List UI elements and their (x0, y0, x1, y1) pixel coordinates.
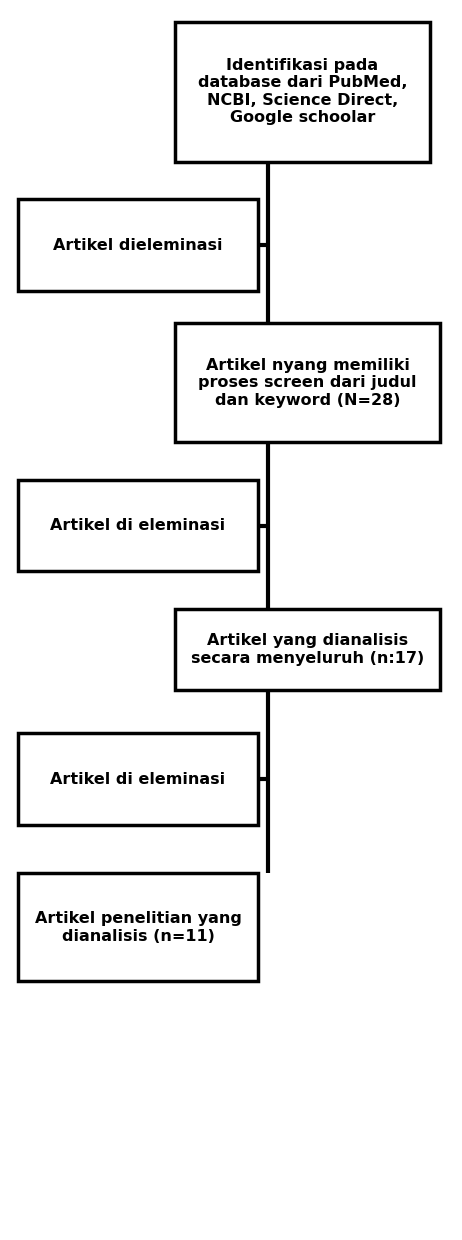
Text: Artikel nyang memiliki
proses screen dari judul
dan keyword (N=28): Artikel nyang memiliki proses screen dar… (198, 358, 417, 408)
Text: Artikel penelitian yang
dianalisis (n=11): Artikel penelitian yang dianalisis (n=11… (35, 911, 242, 944)
FancyBboxPatch shape (18, 200, 258, 291)
FancyBboxPatch shape (18, 480, 258, 572)
Text: Identifikasi pada
database dari PubMed,
NCBI, Science Direct,
Google schoolar: Identifikasi pada database dari PubMed, … (198, 58, 407, 125)
FancyBboxPatch shape (18, 733, 258, 825)
Text: Artikel yang dianalisis
secara menyeluruh (n:17): Artikel yang dianalisis secara menyeluru… (191, 634, 424, 666)
FancyBboxPatch shape (175, 21, 430, 161)
FancyBboxPatch shape (175, 609, 440, 691)
FancyBboxPatch shape (175, 324, 440, 443)
Text: Artikel di eleminasi: Artikel di eleminasi (50, 771, 225, 786)
Text: Artikel dieleminasi: Artikel dieleminasi (53, 238, 223, 253)
FancyBboxPatch shape (18, 873, 258, 981)
Text: Artikel di eleminasi: Artikel di eleminasi (50, 518, 225, 533)
